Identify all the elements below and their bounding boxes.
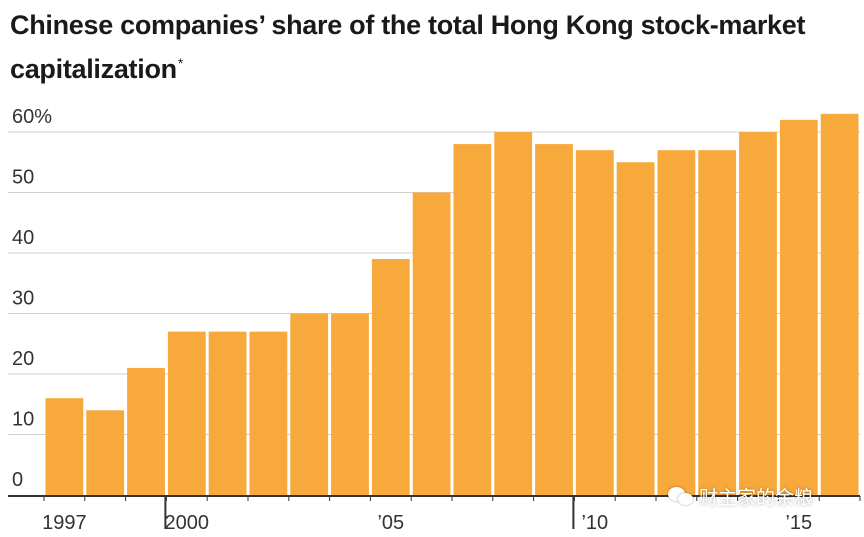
bar-2005: [371, 259, 410, 495]
bar-2010: [575, 150, 614, 495]
bar-2011: [616, 162, 655, 495]
bar-2003: [290, 313, 329, 495]
bar-2000: [167, 331, 206, 495]
y-tick-label: 40: [12, 227, 34, 249]
y-tick-label: 50: [12, 167, 34, 189]
bar-2016: [820, 113, 859, 495]
watermark: 财主家的余粮: [668, 481, 813, 511]
bar-1999: [127, 367, 165, 495]
x-tick-label: ’10: [581, 512, 608, 534]
bar-2008: [494, 132, 533, 495]
y-tick-label: 20: [12, 348, 34, 370]
bar-2002: [249, 331, 288, 495]
y-tick-label: 10: [12, 409, 34, 431]
footnote-mark: *: [177, 55, 183, 71]
bar-1998: [86, 410, 125, 495]
bar-2013: [698, 150, 737, 495]
bar-2014: [739, 132, 777, 495]
chart-title-text: Chinese companies’ share of the total Ho…: [10, 10, 806, 84]
bars: [45, 113, 859, 496]
watermark-text: 财主家的余粮: [699, 486, 814, 509]
x-tick-label: ’15: [785, 512, 812, 534]
chart-title: Chinese companies’ share of the total Ho…: [10, 6, 850, 88]
bar-2006: [412, 192, 451, 495]
x-tick-label: 1997: [42, 512, 87, 534]
y-tick-label: 60%: [12, 106, 52, 128]
bar-2004: [331, 313, 369, 495]
bar-2007: [453, 144, 492, 495]
x-tick-label: ’05: [377, 512, 404, 534]
y-tick-labels: 0 10 20 30 40 50 60%: [12, 106, 52, 491]
bar-2009: [535, 144, 573, 495]
x-tick-label: 2000: [165, 512, 210, 534]
y-tick-label: 0: [12, 469, 23, 491]
bar-1997: [45, 398, 84, 495]
x-tick-labels: 1997 2000 ’05 ’10 ’15: [42, 512, 812, 534]
bar-2012: [657, 150, 696, 495]
x-axis: [8, 495, 861, 529]
bar-2015: [779, 119, 818, 496]
wechat-icon: [668, 485, 694, 507]
bar-2001: [208, 331, 247, 495]
y-tick-label: 30: [12, 288, 34, 310]
